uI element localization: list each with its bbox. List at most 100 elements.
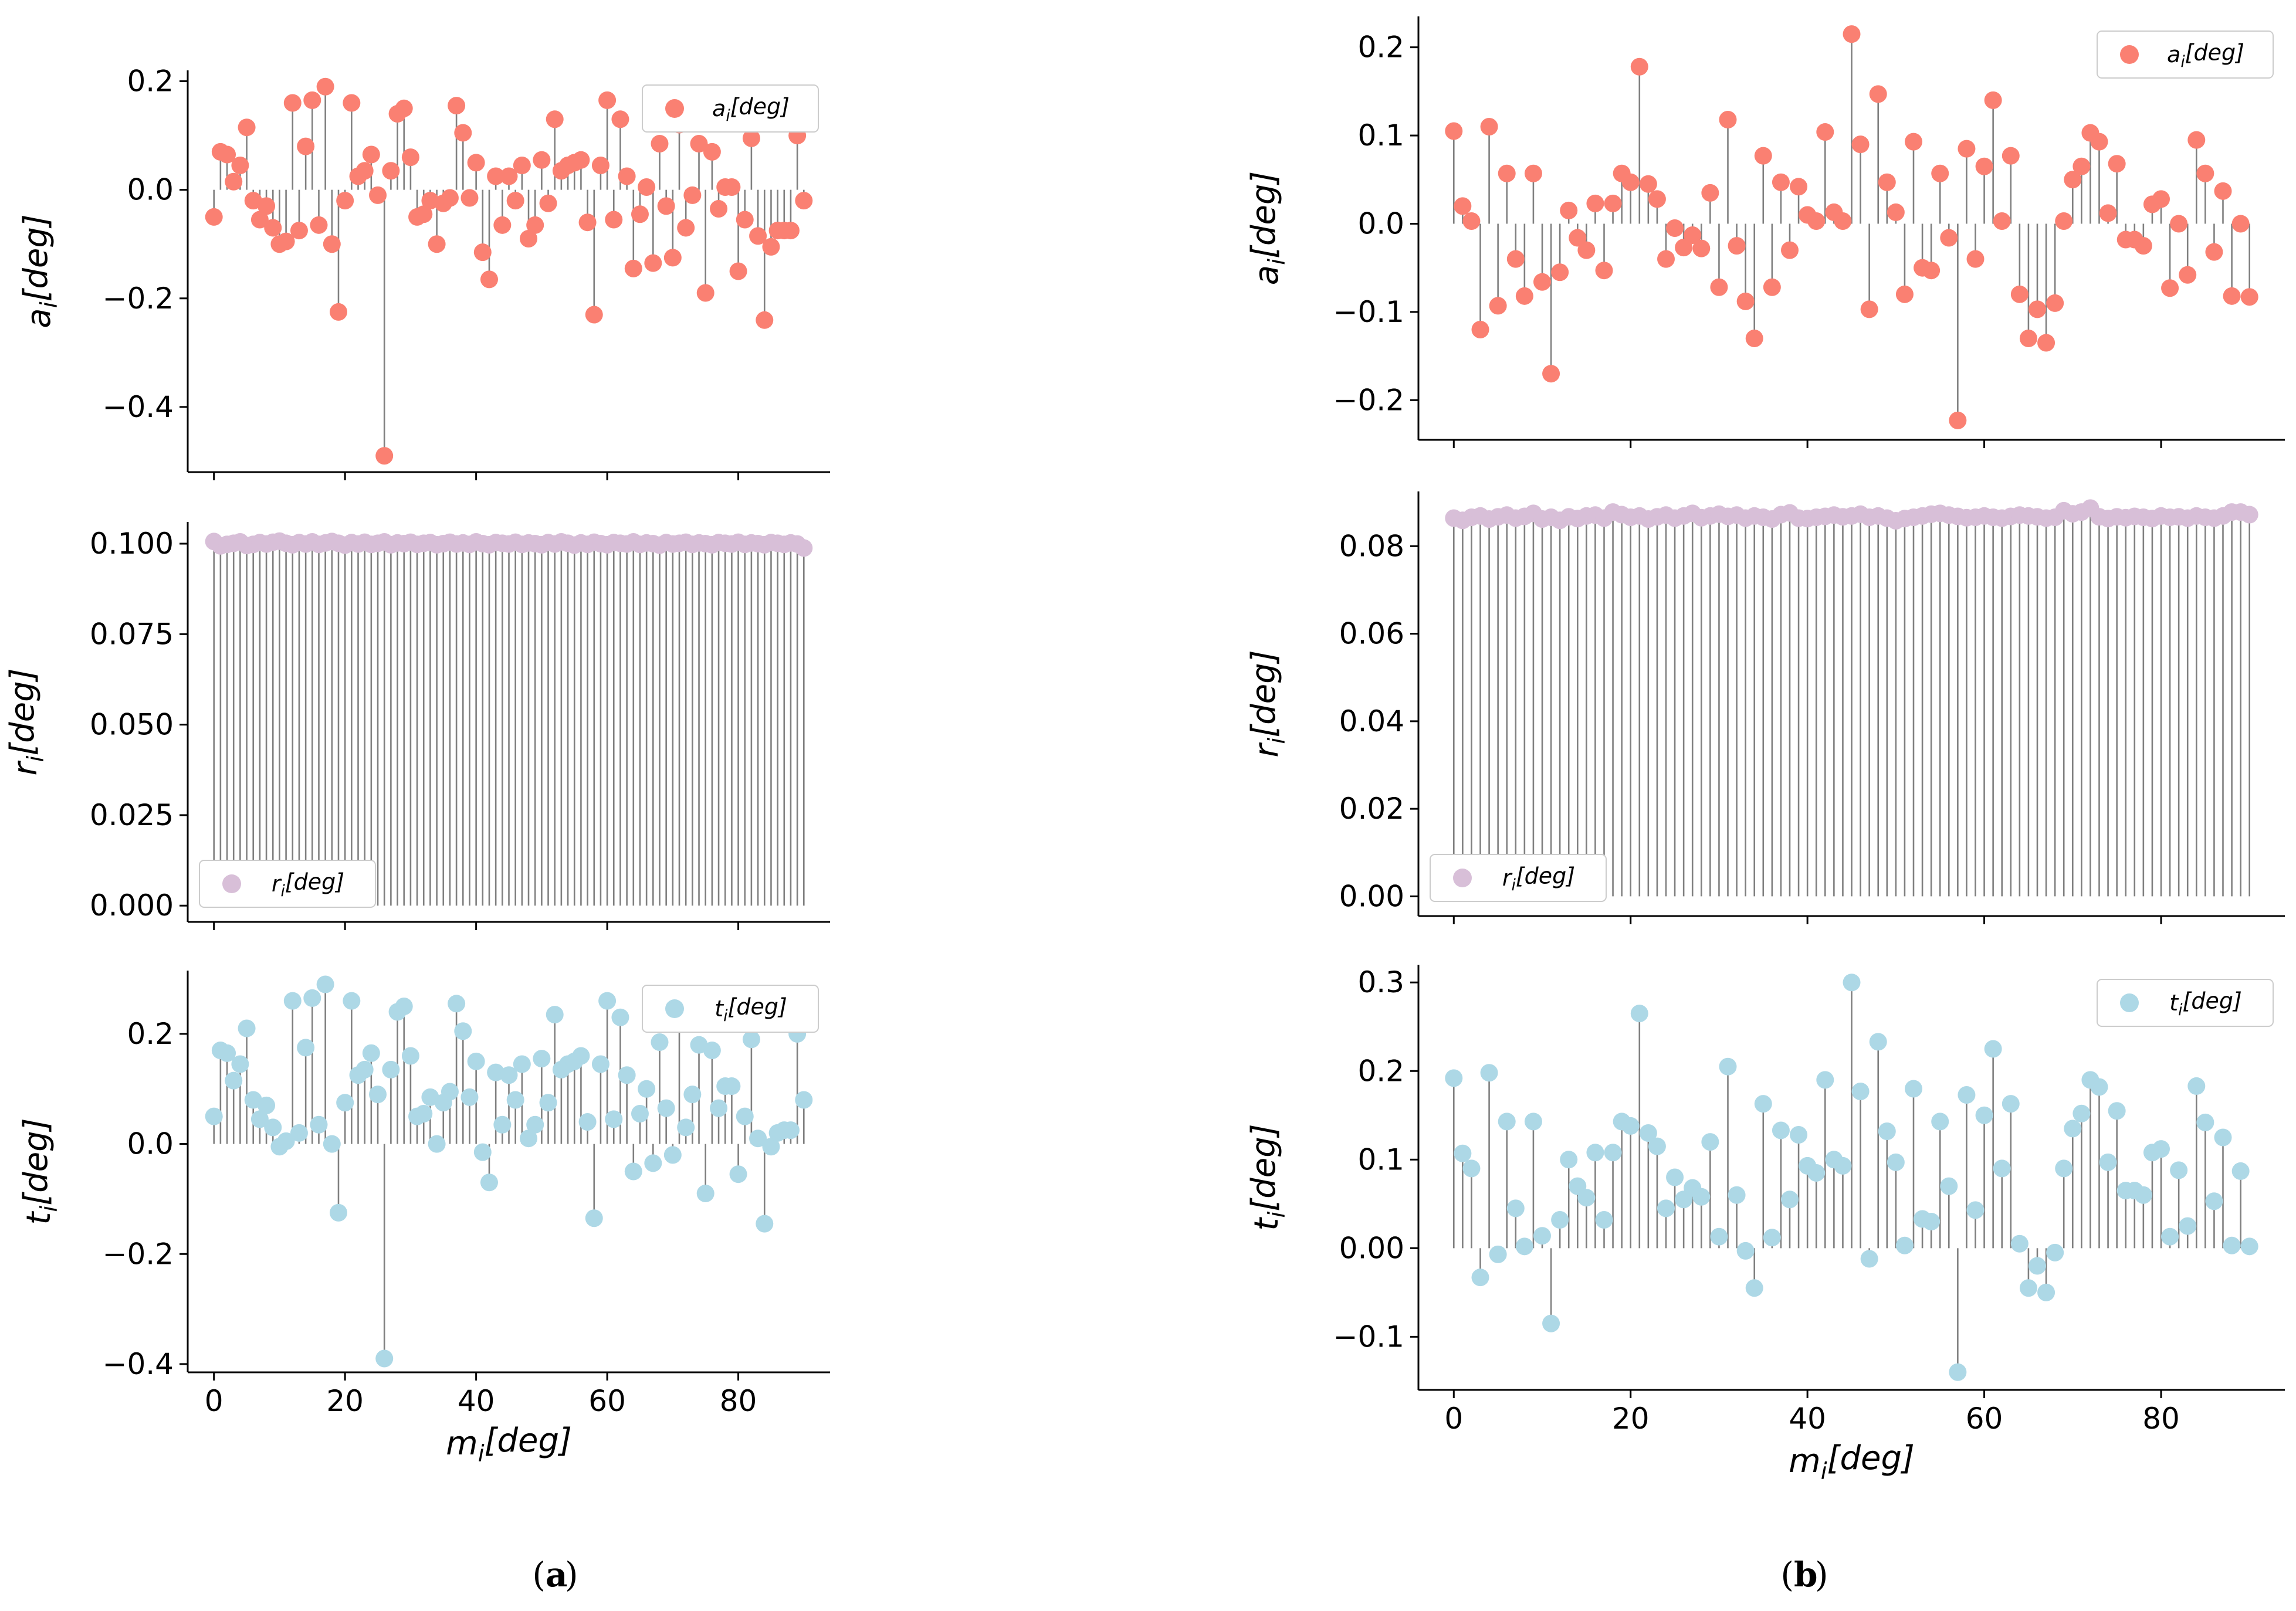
data-point bbox=[638, 1080, 656, 1098]
data-point bbox=[1701, 184, 1719, 202]
data-point bbox=[1984, 91, 2002, 109]
data-point bbox=[1506, 1199, 1525, 1217]
data-point bbox=[1551, 263, 1569, 281]
data-point bbox=[2037, 334, 2055, 352]
data-point bbox=[756, 311, 774, 329]
data-point bbox=[382, 1060, 400, 1078]
data-point bbox=[336, 192, 354, 210]
data-point bbox=[2205, 243, 2223, 261]
data-point bbox=[415, 1104, 433, 1122]
data-point bbox=[762, 1138, 780, 1156]
data-point bbox=[2037, 1283, 2055, 1301]
data-point bbox=[539, 194, 557, 212]
legend-marker bbox=[665, 99, 684, 118]
data-point bbox=[1869, 1033, 1887, 1051]
data-point bbox=[703, 1042, 721, 1060]
data-point bbox=[1851, 135, 1870, 154]
y-tick-label: −0.4 bbox=[103, 1347, 174, 1381]
data-point bbox=[1728, 1186, 1746, 1204]
data-point bbox=[2010, 285, 2029, 303]
data-point bbox=[1772, 1121, 1790, 1139]
x-tick-label: 80 bbox=[2142, 1402, 2180, 1436]
data-point bbox=[677, 219, 695, 237]
data-point bbox=[2073, 157, 2091, 175]
data-point bbox=[375, 447, 394, 465]
y-tick-label: 0.02 bbox=[1339, 792, 1404, 826]
data-point bbox=[663, 249, 682, 267]
x-axis-label: mi[deg] bbox=[1789, 1439, 1915, 1485]
x-tick-label: 60 bbox=[588, 1384, 626, 1418]
legend-label: ai[deg] bbox=[712, 94, 790, 125]
data-point bbox=[2161, 279, 2179, 297]
data-point bbox=[336, 1094, 354, 1112]
data-point bbox=[1657, 250, 1675, 268]
data-point bbox=[696, 1185, 714, 1203]
y-tick-label: 0.1 bbox=[1357, 118, 1404, 152]
chart-a-top: −0.4 −0.2 0.0 0.2 ai[deg] ai[deg] bbox=[17, 65, 830, 480]
data-point bbox=[585, 1209, 603, 1227]
legend-box bbox=[642, 84, 819, 133]
data-point bbox=[264, 219, 282, 237]
y-tick-label: 0.075 bbox=[90, 617, 174, 651]
data-point bbox=[624, 1162, 642, 1181]
data-point bbox=[2019, 1279, 2037, 1297]
y-tick-label: 0.0 bbox=[1357, 206, 1404, 240]
data-point bbox=[1595, 1211, 1613, 1229]
data-point bbox=[749, 227, 767, 245]
data-point bbox=[1949, 1363, 1967, 1381]
data-point bbox=[795, 539, 813, 557]
data-point bbox=[2134, 237, 2152, 255]
data-point bbox=[1728, 237, 1746, 255]
y-tick-label: −0.1 bbox=[1333, 295, 1404, 329]
data-point bbox=[1577, 1189, 1596, 1207]
data-point bbox=[2231, 215, 2250, 233]
legend-marker bbox=[1453, 869, 1472, 887]
data-point bbox=[795, 192, 813, 210]
data-point bbox=[1604, 1144, 1622, 1162]
data-point bbox=[1940, 1177, 1958, 1195]
data-point bbox=[1993, 1159, 2011, 1178]
data-point bbox=[1790, 178, 1808, 196]
data-point bbox=[605, 211, 623, 229]
data-point bbox=[742, 129, 760, 147]
data-point bbox=[493, 1115, 512, 1134]
y-tick-label: −0.1 bbox=[1333, 1320, 1404, 1354]
data-point bbox=[2214, 182, 2232, 200]
x-tick-label: 0 bbox=[1444, 1402, 1463, 1436]
data-point bbox=[520, 229, 538, 247]
data-point bbox=[329, 1203, 347, 1222]
data-point bbox=[1816, 1071, 1834, 1089]
data-point bbox=[631, 1104, 649, 1122]
data-point bbox=[1772, 173, 1790, 191]
data-point bbox=[277, 1132, 295, 1150]
data-point bbox=[1807, 1164, 1826, 1182]
data-point bbox=[238, 1019, 256, 1037]
data-point bbox=[1445, 1069, 1463, 1087]
x-tick-label: 40 bbox=[458, 1384, 495, 1418]
legend-box bbox=[642, 985, 819, 1033]
data-point bbox=[2240, 288, 2258, 306]
data-point bbox=[1586, 1144, 1604, 1162]
data-point bbox=[2046, 294, 2064, 312]
data-point bbox=[1692, 1188, 1711, 1206]
data-point bbox=[513, 156, 531, 174]
data-point bbox=[644, 1154, 662, 1172]
y-axis-label: ri[deg] bbox=[1245, 650, 1291, 757]
data-point bbox=[290, 1124, 308, 1142]
data-point bbox=[395, 99, 413, 117]
legend-label: ti[deg] bbox=[2169, 988, 2242, 1019]
y-axis-label: ti[deg] bbox=[1245, 1124, 1291, 1230]
data-point bbox=[1454, 197, 1472, 215]
data-point bbox=[663, 1146, 682, 1164]
x-tick-label: 20 bbox=[1612, 1402, 1650, 1436]
data-point bbox=[1843, 25, 1861, 43]
data-point bbox=[1595, 262, 1613, 280]
data-point bbox=[1984, 1040, 2002, 1058]
legend-box bbox=[199, 860, 376, 908]
data-point bbox=[1675, 239, 1693, 257]
data-point bbox=[2240, 506, 2258, 524]
data-point bbox=[618, 1066, 636, 1084]
data-point bbox=[710, 200, 728, 218]
y-tick-label: 0.00 bbox=[1339, 879, 1404, 913]
